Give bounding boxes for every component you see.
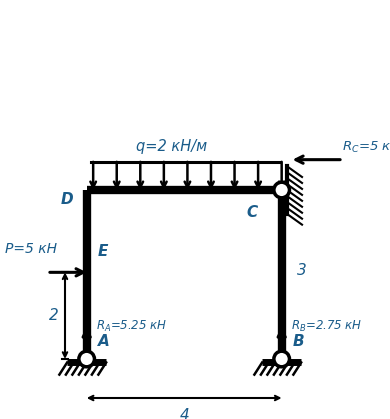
Text: A: A (98, 334, 109, 349)
Text: P=5 кН: P=5 кН (5, 241, 57, 256)
Text: 4: 4 (179, 408, 189, 419)
Text: 3: 3 (297, 263, 307, 278)
Text: q=2 кН/м: q=2 кН/м (136, 139, 207, 154)
Text: $R_C$=5 кН: $R_C$=5 кН (342, 140, 390, 155)
Text: D: D (61, 192, 74, 207)
Text: $R_A$=5.25 кН: $R_A$=5.25 кН (96, 319, 167, 334)
Text: E: E (98, 244, 108, 259)
Circle shape (274, 182, 289, 198)
Text: B: B (292, 334, 304, 349)
Text: 2: 2 (49, 308, 59, 323)
Circle shape (79, 351, 94, 367)
Circle shape (274, 351, 289, 367)
Text: C: C (246, 205, 258, 220)
Text: $R_B$=2.75 кН: $R_B$=2.75 кН (291, 319, 363, 334)
